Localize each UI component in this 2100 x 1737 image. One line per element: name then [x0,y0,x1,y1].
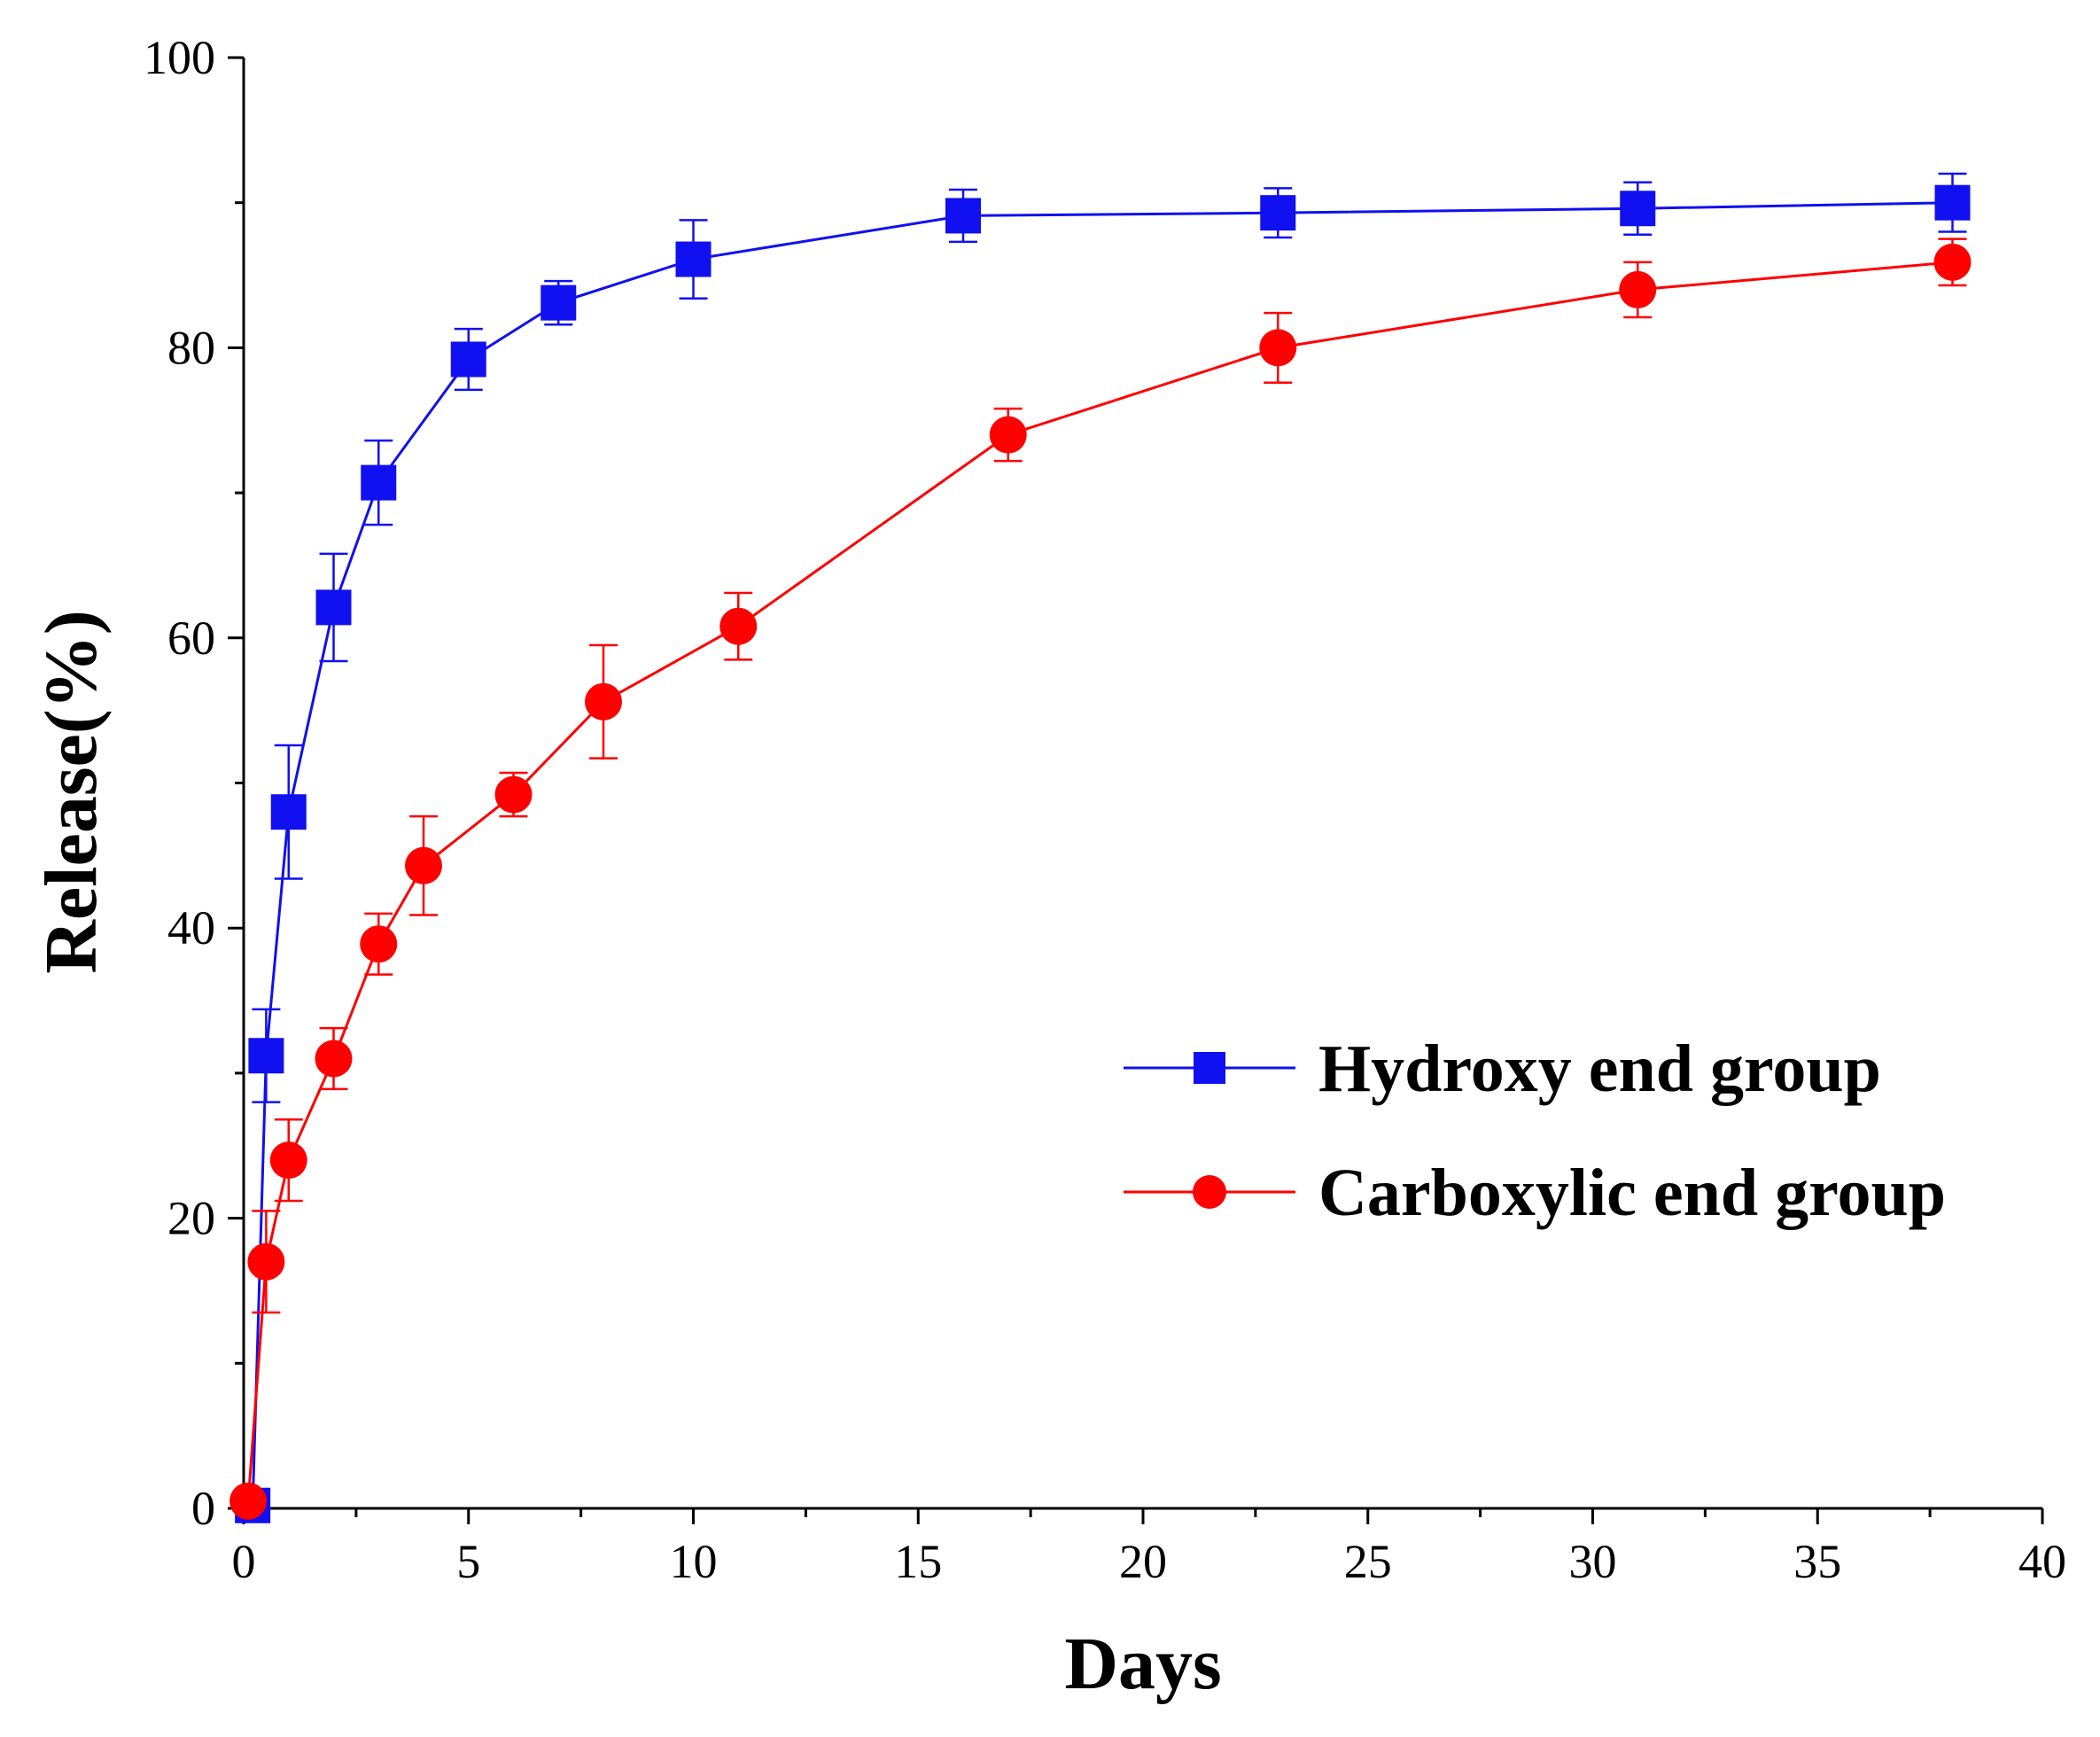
data-point [541,284,577,321]
y-tick-label: 80 [167,321,215,374]
x-tick-label: 40 [2018,1535,2066,1588]
data-point [450,341,486,378]
series-hydroxy [235,172,1971,1523]
data-point [1259,329,1297,367]
series-carboxylic [229,238,1972,1520]
data-point [585,682,622,721]
series-line [251,201,1953,1506]
y-tick-label: 20 [167,1192,215,1245]
legend-label: Hydroxy end group [1318,1032,1881,1106]
axis-ticks: 0 5 10 15 20 25 30 35 40 0 20 40 60 80 100 [144,31,2066,1588]
legend: Hydroxy end group Carboxylic end group [1124,1032,1946,1230]
data-point [315,589,352,626]
legend-item-hydroxy: Hydroxy end group [1124,1032,1881,1106]
data-point [945,198,981,234]
legend-item-carboxylic: Carboxylic end group [1124,1156,1946,1230]
x-tick-label: 10 [670,1535,718,1588]
data-point [494,775,533,814]
legend-marker [1194,1052,1225,1084]
x-tick-label: 35 [1793,1535,1841,1588]
y-tick-label: 40 [167,901,215,954]
data-point [989,416,1027,454]
x-tick-label: 15 [894,1535,942,1588]
data-point [675,241,712,277]
data-point [248,1038,284,1074]
data-point [1620,191,1656,227]
data-point [719,607,758,645]
data-point [1260,195,1296,231]
y-tick-label: 60 [167,611,215,665]
data-point [1619,270,1657,308]
y-tick-label: 100 [144,31,215,84]
data-point [361,464,397,501]
x-tick-label: 0 [232,1535,256,1588]
data-point [1934,184,1971,221]
data-point [270,794,307,830]
data-point [360,925,398,963]
data-point [1933,243,1972,281]
data-point [247,1242,285,1281]
legend-marker [1193,1175,1226,1209]
data-point [269,1141,307,1180]
data-point [229,1482,268,1520]
y-tick-label: 0 [191,1482,215,1535]
x-tick-label: 5 [456,1535,480,1588]
data-point [315,1040,353,1078]
y-axis-title: Release(%) [30,610,113,973]
x-tick-label: 30 [1569,1535,1617,1588]
x-tick-label: 25 [1344,1535,1392,1588]
legend-label: Carboxylic end group [1318,1156,1946,1230]
data-point [405,846,442,884]
series-layer [229,172,1972,1523]
x-axis-title: Days [1064,1623,1221,1705]
series-line [246,261,1953,1501]
x-tick-label: 20 [1119,1535,1167,1588]
